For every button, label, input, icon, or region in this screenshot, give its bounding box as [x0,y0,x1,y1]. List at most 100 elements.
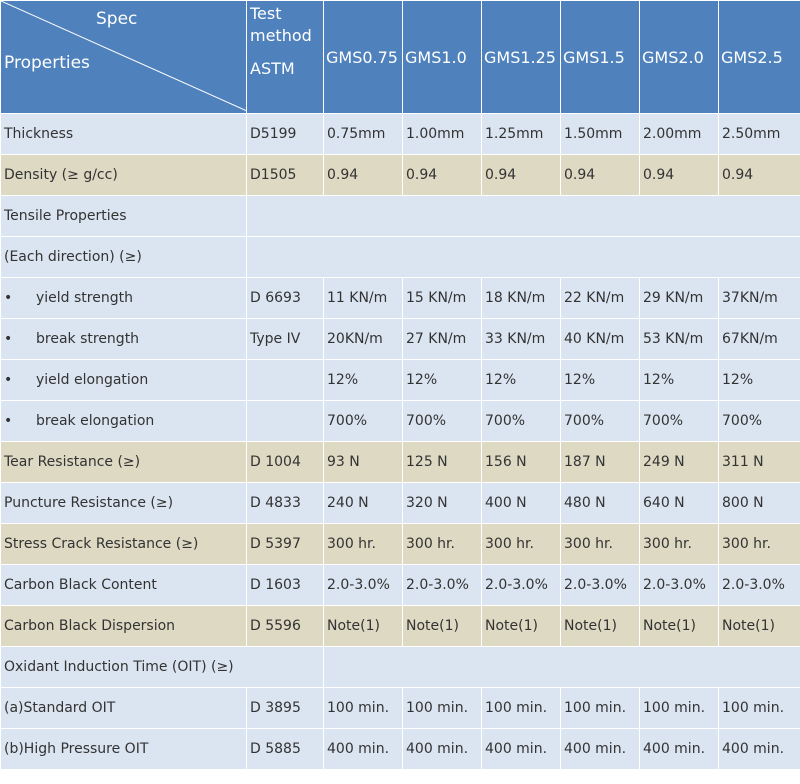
value-cell: 400 min. [718,728,800,770]
table-row: Oxidant Induction Time (OIT) (≥) [0,646,800,688]
value-cell: 300 hr. [718,523,800,565]
value-cell: Note(1) [639,605,719,647]
value-cell: 0.94 [323,154,403,196]
value-cell: 22 KN/m [560,277,640,319]
value-cell: 700% [560,400,640,442]
property-label: Thickness [0,113,247,155]
value-cell: 2.0-3.0% [560,564,640,606]
value-cell: 100 min. [560,687,640,729]
value-cell: Note(1) [402,605,482,647]
table-row: Density (≥ g/cc) D1505 0.94 0.94 0.94 0.… [0,154,800,196]
test-method: Type IV [246,318,324,360]
value-cell: 700% [718,400,800,442]
empty-cell [323,646,800,688]
table-row: Thickness D5199 0.75mm 1.00mm 1.25mm 1.5… [0,113,800,155]
property-label: • break elongation [0,400,247,442]
table-row: Tensile Properties [0,195,800,237]
value-cell: 93 N [323,441,403,483]
test-method-line3: ASTM [250,59,295,78]
value-cell: 187 N [560,441,640,483]
property-label: (b)High Pressure OIT [0,728,247,770]
bullet-icon: • [4,290,13,306]
value-cell: Note(1) [718,605,800,647]
value-cell: 11 KN/m [323,277,403,319]
value-cell: 12% [323,359,403,401]
grade-header: GMS2.5 [718,0,800,114]
diagonal-line [1,1,246,111]
property-label: Tear Resistance (≥) [0,441,247,483]
empty-cell [246,236,800,278]
value-cell: 12% [718,359,800,401]
test-method-line1: Test [250,4,282,23]
value-cell: 100 min. [323,687,403,729]
value-cell: 700% [402,400,482,442]
value-cell: 12% [639,359,719,401]
value-cell: 480 N [560,482,640,524]
property-label: Density (≥ g/cc) [0,154,247,196]
value-cell: 18 KN/m [481,277,561,319]
property-label: Carbon Black Dispersion [0,605,247,647]
spec-label: Spec [96,9,138,29]
value-cell: 249 N [639,441,719,483]
value-cell: 311 N [718,441,800,483]
value-cell: 53 KN/m [639,318,719,360]
test-method: D 6693 [246,277,324,319]
value-cell: 700% [639,400,719,442]
value-cell: 15 KN/m [402,277,482,319]
value-cell: 0.94 [481,154,561,196]
grade-header: GMS1.0 [402,0,482,114]
value-cell: 700% [323,400,403,442]
test-method-line2: method [250,26,312,45]
bullet-icon: • [4,331,13,347]
value-cell: 2.0-3.0% [323,564,403,606]
test-method: D 5397 [246,523,324,565]
value-cell: 29 KN/m [639,277,719,319]
value-cell: 2.00mm [639,113,719,155]
value-cell: 700% [481,400,561,442]
value-cell: 2.0-3.0% [639,564,719,606]
value-cell: 37KN/m [718,277,800,319]
value-cell: 12% [560,359,640,401]
value-cell: 300 hr. [402,523,482,565]
value-cell: 300 hr. [481,523,561,565]
table-row: • yield elongation 12% 12% 12% 12% 12% 12… [0,359,800,401]
value-cell: 100 min. [481,687,561,729]
property-sublabel: break strength [36,331,140,347]
value-cell: 33 KN/m [481,318,561,360]
value-cell: Note(1) [323,605,403,647]
test-method: D 3895 [246,687,324,729]
table-row: Tear Resistance (≥) D 1004 93 N 125 N 15… [0,441,800,483]
value-cell: 0.75mm [323,113,403,155]
value-cell: 27 KN/m [402,318,482,360]
value-cell: 400 N [481,482,561,524]
table-row: Puncture Resistance (≥) D 4833 240 N 320… [0,482,800,524]
property-label: • break strength [0,318,247,360]
table-row: • break elongation 700% 700% 700% 700% 70… [0,400,800,442]
value-cell: Note(1) [481,605,561,647]
table-row: • yield strength D 6693 11 KN/m 15 KN/m 1… [0,277,800,319]
value-cell: 2.50mm [718,113,800,155]
property-label: (a)Standard OIT [0,687,247,729]
property-label: Puncture Resistance (≥) [0,482,247,524]
property-sublabel: yield strength [36,290,133,306]
value-cell: 100 min. [402,687,482,729]
bullet-icon: • [4,413,13,429]
table-row: Stress Crack Resistance (≥) D 5397 300 h… [0,523,800,565]
value-cell: 1.50mm [560,113,640,155]
test-method [246,400,324,442]
value-cell: 2.0-3.0% [402,564,482,606]
header-row: Spec Properties Test method ASTM GMS0.75… [0,0,800,114]
property-label: • yield elongation [0,359,247,401]
property-label: Carbon Black Content [0,564,247,606]
test-method: D 5885 [246,728,324,770]
value-cell: 400 min. [481,728,561,770]
table-row: Carbon Black Dispersion D 5596 Note(1) N… [0,605,800,647]
value-cell: 67KN/m [718,318,800,360]
properties-label: Properties [4,53,90,73]
value-cell: 300 hr. [560,523,640,565]
value-cell: 0.94 [402,154,482,196]
test-method: D5199 [246,113,324,155]
value-cell: 100 min. [718,687,800,729]
test-method: D 5596 [246,605,324,647]
